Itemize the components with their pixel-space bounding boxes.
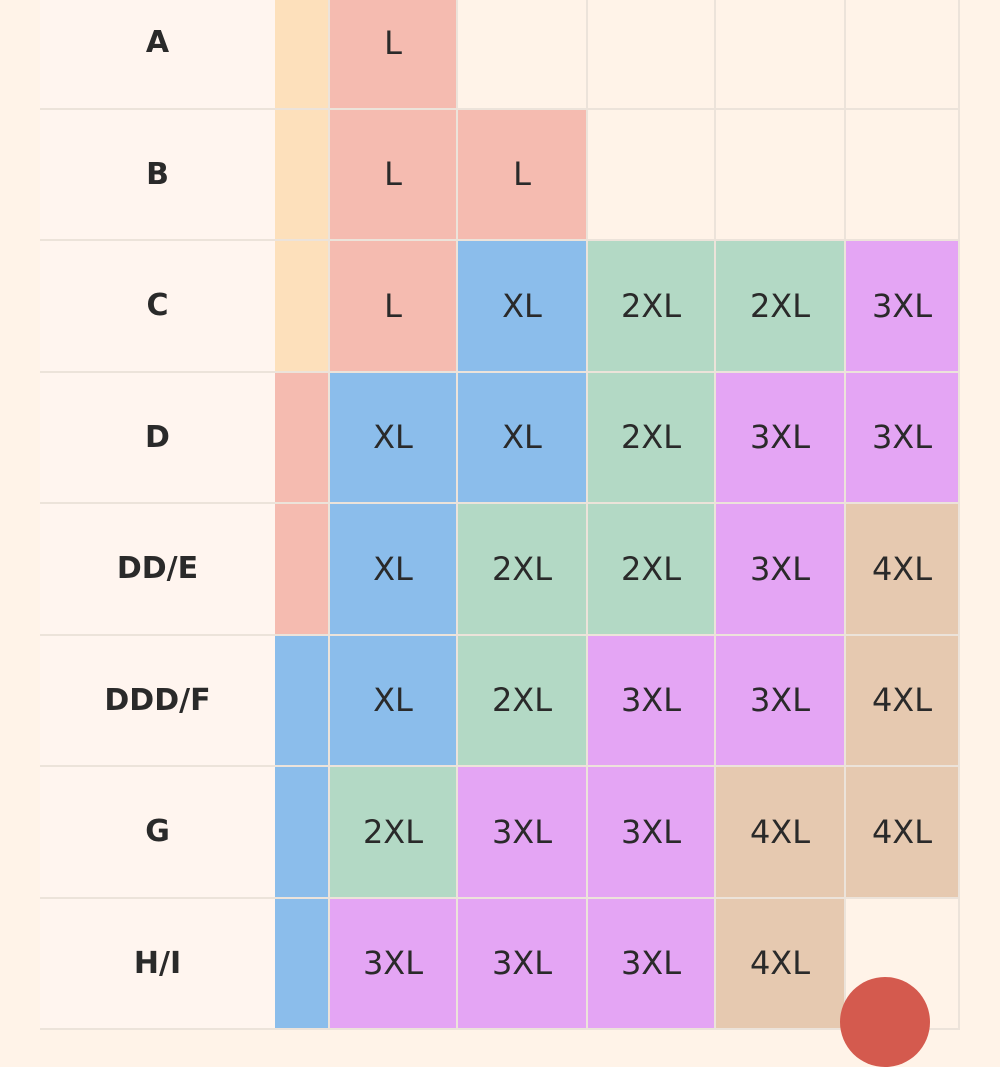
row-label: DD/E	[40, 504, 275, 636]
size-cell: 3XL	[716, 635, 846, 767]
edge-cell	[275, 898, 330, 1030]
edge-cell	[275, 0, 330, 110]
size-cell: 3XL	[588, 767, 716, 899]
edge-cell	[275, 109, 330, 241]
size-cell: 2XL	[588, 241, 716, 373]
size-cell: XL	[330, 372, 458, 504]
empty-cell	[716, 109, 846, 241]
size-cell: L	[458, 109, 588, 241]
size-cell: 3XL	[716, 372, 846, 504]
size-cell: 2XL	[588, 372, 716, 504]
size-cell: L	[330, 0, 458, 110]
edge-cell	[275, 767, 330, 899]
empty-cell	[846, 109, 960, 241]
empty-cell	[588, 109, 716, 241]
size-cell: 2XL	[458, 504, 588, 636]
row-label: B	[40, 109, 275, 241]
size-cell: 3XL	[846, 372, 960, 504]
size-cell: 2XL	[716, 241, 846, 373]
size-cell: 3XL	[846, 241, 960, 373]
row-label: DDD/F	[40, 635, 275, 767]
row-label: C	[40, 241, 275, 373]
empty-cell	[458, 0, 588, 110]
edge-cell	[275, 504, 330, 636]
row-label: G	[40, 767, 275, 899]
row-label: H/I	[40, 898, 275, 1030]
size-cell: L	[330, 241, 458, 373]
size-cell: 4XL	[716, 767, 846, 899]
empty-cell	[588, 0, 716, 110]
edge-cell	[275, 241, 330, 373]
size-cell: XL	[330, 504, 458, 636]
size-cell: 3XL	[716, 504, 846, 636]
size-cell: 4XL	[846, 767, 960, 899]
page: A L B L L C L XL 2XL 2XL 3XL D XL XL 2XL 3XL 3XL DD/E XL 2X…	[40, 0, 960, 1067]
size-cell: 3XL	[458, 767, 588, 899]
empty-cell	[716, 0, 846, 110]
size-cell: XL	[458, 372, 588, 504]
size-cell: 4XL	[846, 635, 960, 767]
action-button[interactable]	[840, 977, 930, 1067]
size-cell: 3XL	[588, 898, 716, 1030]
edge-cell	[275, 372, 330, 504]
size-cell: 4XL	[846, 504, 960, 636]
size-cell: XL	[330, 635, 458, 767]
size-cell: 2XL	[588, 504, 716, 636]
size-cell: 3XL	[330, 898, 458, 1030]
size-cell: 3XL	[588, 635, 716, 767]
size-cell: 2XL	[330, 767, 458, 899]
size-cell: 2XL	[458, 635, 588, 767]
row-label: A	[40, 0, 275, 110]
size-cell: 4XL	[716, 898, 846, 1030]
empty-cell	[846, 0, 960, 110]
edge-cell	[275, 635, 330, 767]
row-label: D	[40, 372, 275, 504]
size-cell: L	[330, 109, 458, 241]
size-cell: XL	[458, 241, 588, 373]
size-cell: 3XL	[458, 898, 588, 1030]
